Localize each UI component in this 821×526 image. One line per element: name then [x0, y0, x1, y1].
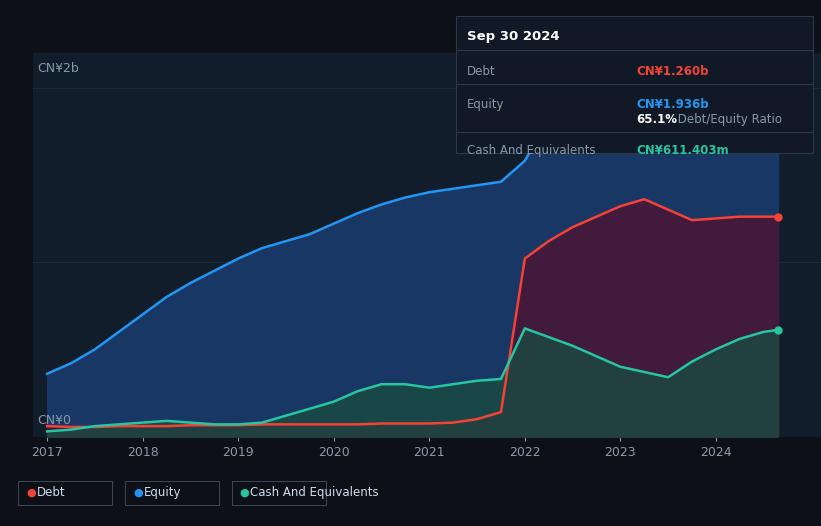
Text: CN¥611.403m: CN¥611.403m: [636, 144, 729, 157]
Text: Cash And Equivalents: Cash And Equivalents: [467, 144, 596, 157]
Text: CN¥0: CN¥0: [37, 414, 71, 427]
Text: Equity: Equity: [144, 487, 181, 499]
Text: Cash And Equivalents: Cash And Equivalents: [250, 487, 379, 499]
Text: Equity: Equity: [467, 98, 505, 110]
Text: ●: ●: [133, 488, 143, 498]
Text: Debt/Equity Ratio: Debt/Equity Ratio: [674, 114, 782, 126]
Text: CN¥2b: CN¥2b: [37, 62, 79, 75]
Text: ●: ●: [240, 488, 250, 498]
Text: Debt: Debt: [37, 487, 66, 499]
Text: Sep 30 2024: Sep 30 2024: [467, 31, 560, 43]
Text: CN¥1.936b: CN¥1.936b: [636, 98, 709, 110]
Text: Debt: Debt: [467, 65, 496, 77]
Text: ●: ●: [26, 488, 36, 498]
Text: 65.1%: 65.1%: [636, 114, 677, 126]
Text: CN¥1.260b: CN¥1.260b: [636, 65, 709, 77]
